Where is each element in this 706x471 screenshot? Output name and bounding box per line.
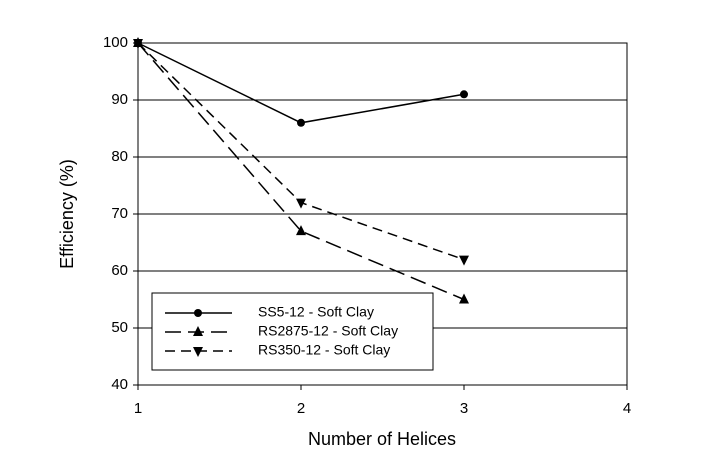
marker [133, 39, 143, 49]
legend-label: RS2875-12 - Soft Clay [258, 323, 398, 339]
marker [193, 326, 203, 336]
y-tick-label: 90 [111, 91, 128, 108]
marker [194, 309, 202, 317]
x-tick-label: 3 [460, 400, 468, 417]
y-axis-title: Efficiency (%) [57, 159, 77, 269]
marker [460, 90, 468, 99]
legend: SS5-12 - Soft Clay RS2875-12 - Soft Clay R… [151, 292, 434, 371]
y-tick-label: 80 [111, 148, 128, 165]
marker [193, 347, 203, 357]
x-tick-label: 1 [134, 400, 142, 417]
y-tick-label: 60 [111, 262, 128, 279]
x-axis-title: Number of Helices [308, 429, 456, 449]
y-tick-label: 70 [111, 205, 128, 222]
marker [459, 255, 469, 266]
x-tick-label: 2 [297, 400, 305, 417]
marker [296, 198, 306, 209]
marker [459, 293, 469, 304]
y-tick-label: 40 [111, 376, 128, 393]
y-tick-label: 50 [111, 319, 128, 336]
x-tick-label: 4 [623, 400, 631, 417]
plot-frame [137, 42, 628, 386]
series-line [137, 42, 465, 301]
marker [297, 118, 305, 127]
y-tick-label: 100 [103, 34, 128, 51]
series-line [137, 42, 465, 124]
legend-label: RS350-12 - Soft Clay [258, 342, 390, 358]
legend-label: SS5-12 - Soft Clay [258, 304, 374, 320]
marker [296, 225, 306, 236]
